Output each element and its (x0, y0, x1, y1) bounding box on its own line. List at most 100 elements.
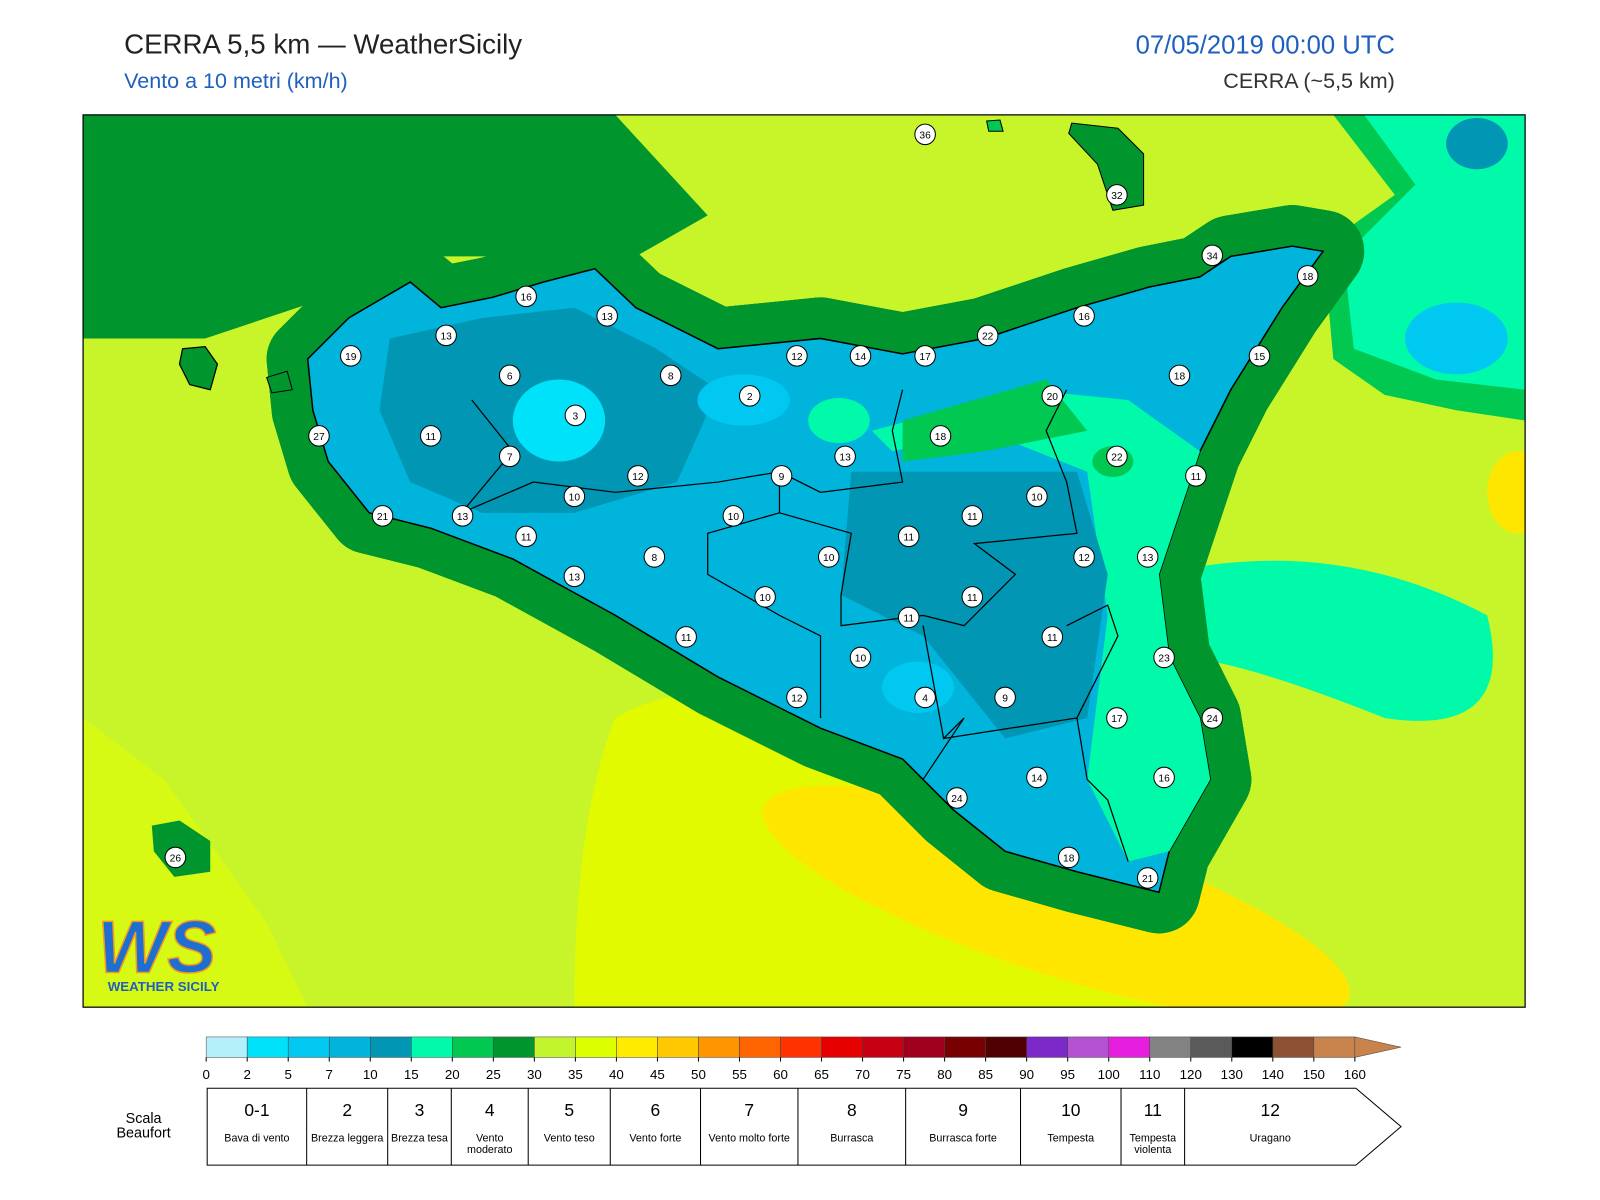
color-swatch (328, 1036, 371, 1058)
station-value: 21 (377, 512, 389, 523)
title: CERRA 5,5 km — WeatherSicily (124, 28, 522, 59)
color-swatch (903, 1036, 945, 1058)
station-marker (754, 586, 776, 608)
colorbar-tick-label: 50 (691, 1067, 706, 1082)
station-marker (371, 505, 394, 527)
station-value: 13 (601, 312, 613, 323)
color-swatch (1149, 1036, 1192, 1058)
station-marker (738, 385, 761, 407)
color-swatch (575, 1036, 617, 1058)
beaufort-force: 8 (847, 1100, 857, 1120)
color-swatch (205, 1036, 248, 1058)
beaufort-description: Bava di vento (224, 1133, 290, 1145)
colorbar-tick-label: 100 (1098, 1067, 1120, 1082)
station-marker (1153, 766, 1175, 789)
beaufort-force: 4 (485, 1100, 495, 1120)
colorbar-tick-label: 40 (609, 1067, 624, 1082)
station-value: 13 (457, 512, 469, 523)
field (871, 389, 1211, 862)
station-marker (1185, 465, 1207, 487)
beaufort-description: Vento moderato (466, 1133, 513, 1156)
beaufort-description-box: Vento forte (629, 1133, 682, 1145)
station-marker (914, 345, 936, 367)
station-marker (563, 565, 586, 588)
beaufort-description: Tempesta (1047, 1133, 1095, 1145)
field (808, 397, 870, 444)
station-marker (1201, 707, 1224, 729)
beaufort-description: Uragano (1249, 1133, 1291, 1145)
station-value: 23 (1158, 654, 1170, 665)
beaufort-description: Brezza tesa (391, 1133, 448, 1145)
station-value: 12 (1078, 553, 1090, 564)
island (986, 119, 1004, 132)
station-value: 11 (967, 512, 978, 523)
beaufort-description: Burrasca forte (929, 1133, 997, 1145)
station-marker (660, 364, 682, 387)
beaufort-label: Scala Beaufort (116, 1110, 171, 1141)
colorbar-tick-label: 75 (896, 1067, 911, 1082)
station-marker (976, 324, 999, 347)
beaufort-description-box: Uragano (1249, 1133, 1291, 1145)
station-value: 10 (569, 493, 581, 504)
station-marker (1106, 184, 1128, 206)
station-marker (564, 404, 587, 427)
station-value: 21 (1142, 874, 1154, 885)
station-marker (897, 606, 920, 629)
beaufort-description-box: Brezza leggera (311, 1133, 383, 1143)
beaufort-description-box: Burrasca forte (929, 1133, 997, 1145)
beaufort-description-box: Vento molto forte (709, 1133, 790, 1143)
colorbar-tick-label: 85 (978, 1067, 993, 1082)
station-value: 6 (507, 371, 513, 382)
station-value: 12 (791, 352, 803, 363)
station-marker (308, 425, 330, 447)
colorbar-tick-label: 65 (814, 1067, 829, 1082)
beaufort-force: 2 (342, 1100, 352, 1120)
station-value: 18 (1302, 272, 1314, 283)
station-marker (1106, 445, 1128, 468)
station-marker (515, 525, 537, 548)
colorbar-tick-label: 120 (1180, 1067, 1202, 1082)
station-marker (914, 686, 936, 709)
station-marker (817, 546, 840, 568)
station-value: 2 (747, 392, 753, 403)
station-value: 18 (1063, 854, 1075, 865)
colorbar-tick-label: 95 (1060, 1067, 1075, 1082)
station-marker (1026, 766, 1048, 789)
beaufort-description-box: Bava di vento (224, 1133, 290, 1145)
beaufort-scale: Scala Beaufort 0-1 Bava di vento 2 Brezza le… (116, 1087, 1402, 1166)
station-marker (786, 345, 808, 367)
colorbar-tick-label: 45 (650, 1067, 665, 1082)
colorbar-tick-label: 15 (404, 1067, 419, 1082)
field (1487, 451, 1526, 534)
beaufort-description-box: Burrasca (830, 1133, 873, 1143)
subtitle: Vento a 10 metri (km/h) (124, 69, 348, 93)
station-marker (1136, 546, 1159, 568)
color-swatch (287, 1036, 330, 1058)
land (1405, 302, 1508, 375)
colorbar-tick-label: 70 (855, 1067, 870, 1082)
station-value: 27 (313, 432, 325, 443)
colorbar: 0 2 5 7 10 15 20 25 30 35 40 45 50 55 60 65 70 75 80 85 90 95… (202, 1036, 1402, 1082)
beaufort-force: 12 (1261, 1100, 1280, 1120)
color-swatch (821, 1036, 863, 1058)
station-marker (1168, 364, 1191, 387)
color-swatch (369, 1036, 412, 1058)
station-marker (1026, 485, 1048, 508)
land (1446, 117, 1508, 170)
color-swatch (780, 1036, 822, 1058)
beaufort-description: Vento forte (629, 1133, 682, 1145)
station-value: 12 (632, 472, 644, 483)
colorbar-tick-label: 25 (486, 1067, 501, 1082)
beaufort-force: 7 (744, 1100, 754, 1120)
station-value: 11 (903, 614, 914, 625)
color-swatch (1190, 1036, 1233, 1058)
station-value: 9 (1002, 694, 1008, 705)
station-value: 16 (520, 293, 532, 304)
sicily (266, 246, 1365, 934)
color-swatch (657, 1036, 699, 1058)
colorbar-tick-label: 55 (732, 1067, 747, 1082)
logo-mark: WS (97, 905, 216, 988)
station-marker (961, 505, 984, 527)
station-marker (563, 485, 586, 508)
color-swatch (1231, 1036, 1274, 1058)
